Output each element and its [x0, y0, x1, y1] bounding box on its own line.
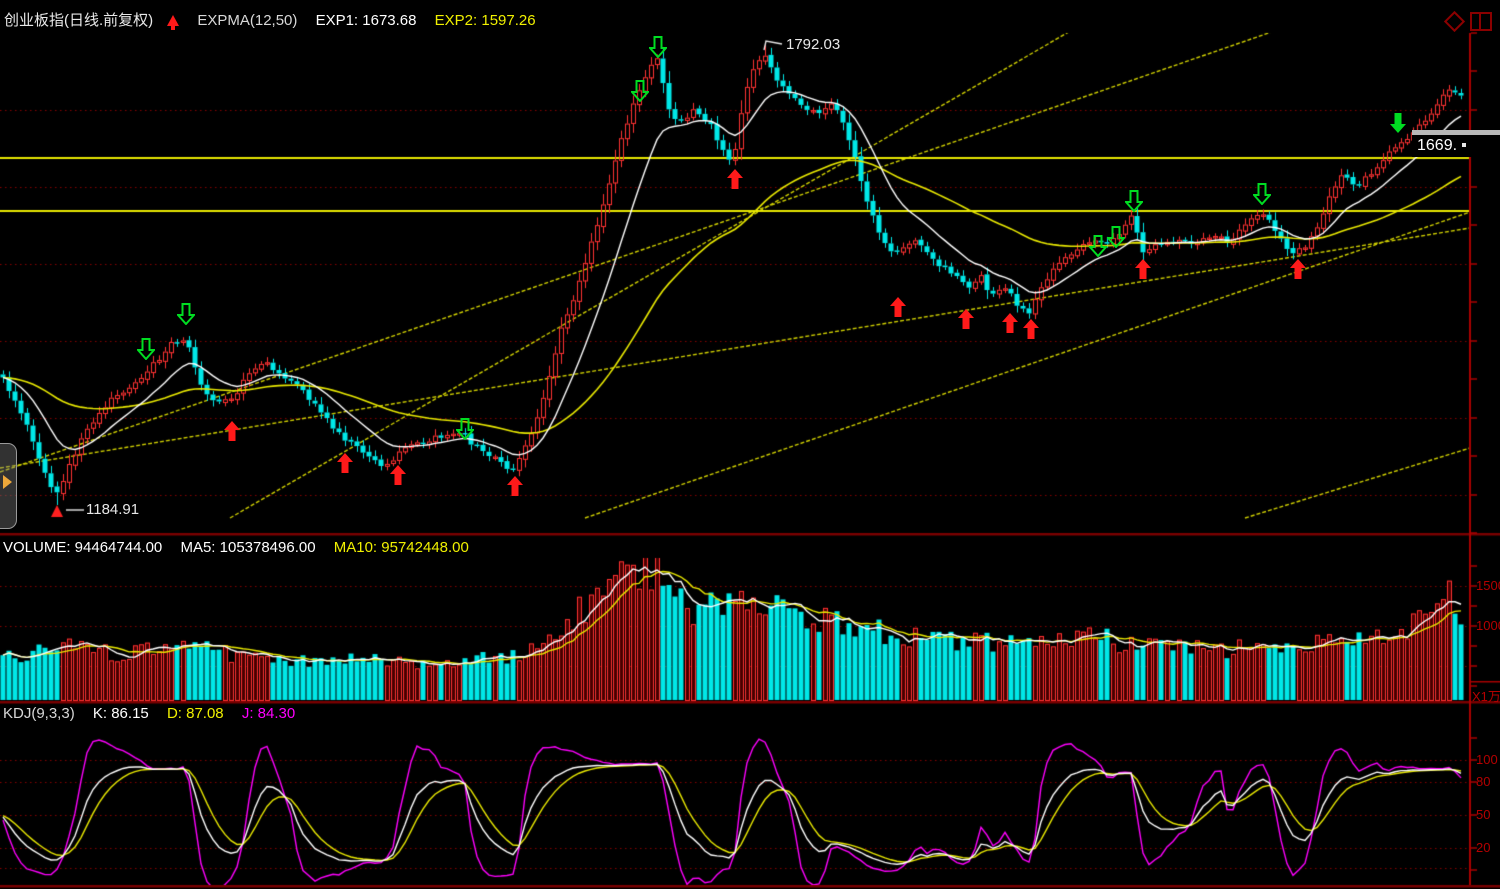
up-arrow-icon	[167, 15, 180, 30]
axis-label: 80	[1476, 774, 1491, 789]
axis-label: 15000	[1476, 578, 1500, 593]
exp2-value: EXP2: 1597.26	[434, 12, 536, 29]
price-tag-bar	[1412, 130, 1500, 135]
kdj-header: KDJ(9,3,3) K: 86.15 D: 87.08 J: 84.30	[3, 705, 309, 722]
right-axis: 15000 10000 100 80 50 20	[1470, 0, 1500, 889]
kdj-d-value: D: 87.08	[166, 705, 224, 722]
kdj-j-value: J: 84.30	[241, 705, 296, 722]
volume-axis-multiplier: X1万	[1472, 689, 1500, 704]
kdj-k-value: K: 86.15	[92, 705, 149, 722]
symbol-title: 创业板指(日线.前复权)	[4, 12, 154, 29]
volume-header: VOLUME: 94464744.00 MA5: 105378496.00 MA…	[3, 539, 483, 556]
indicator-name[interactable]: EXPMA(12,50)	[197, 12, 298, 29]
price-tag-value: 1669.	[1417, 137, 1458, 154]
expand-arrow-icon	[3, 475, 12, 489]
axis-label: 100	[1476, 752, 1498, 767]
main-chart-header: 创业板指(日线.前复权) EXPMA(12,50) EXP1: 1673.68 …	[4, 9, 550, 30]
split-window-icon[interactable]	[1470, 12, 1492, 31]
volume-value[interactable]: VOLUME: 94464744.00	[3, 539, 163, 556]
price-tag-cursor	[1462, 143, 1466, 147]
diamond-icon[interactable]	[1443, 10, 1466, 33]
axis-label: 20	[1476, 840, 1491, 855]
volume-ma10-value: MA10: 95742448.00	[333, 539, 469, 556]
low-price-label: 1184.91	[86, 501, 140, 518]
kdj-indicator-name[interactable]: KDJ(9,3,3)	[3, 705, 75, 722]
volume-ma5-value: MA5: 105378496.00	[180, 539, 316, 556]
window-controls	[1443, 10, 1492, 33]
axis-label: 50	[1476, 807, 1491, 822]
axis-label: 10000	[1476, 618, 1500, 633]
latest-price-tag: 1669.	[1412, 130, 1500, 157]
panel-slide-handle[interactable]	[0, 443, 17, 529]
exp1-value: EXP1: 1673.68	[315, 12, 417, 29]
high-price-label: 1792.03	[786, 36, 841, 53]
